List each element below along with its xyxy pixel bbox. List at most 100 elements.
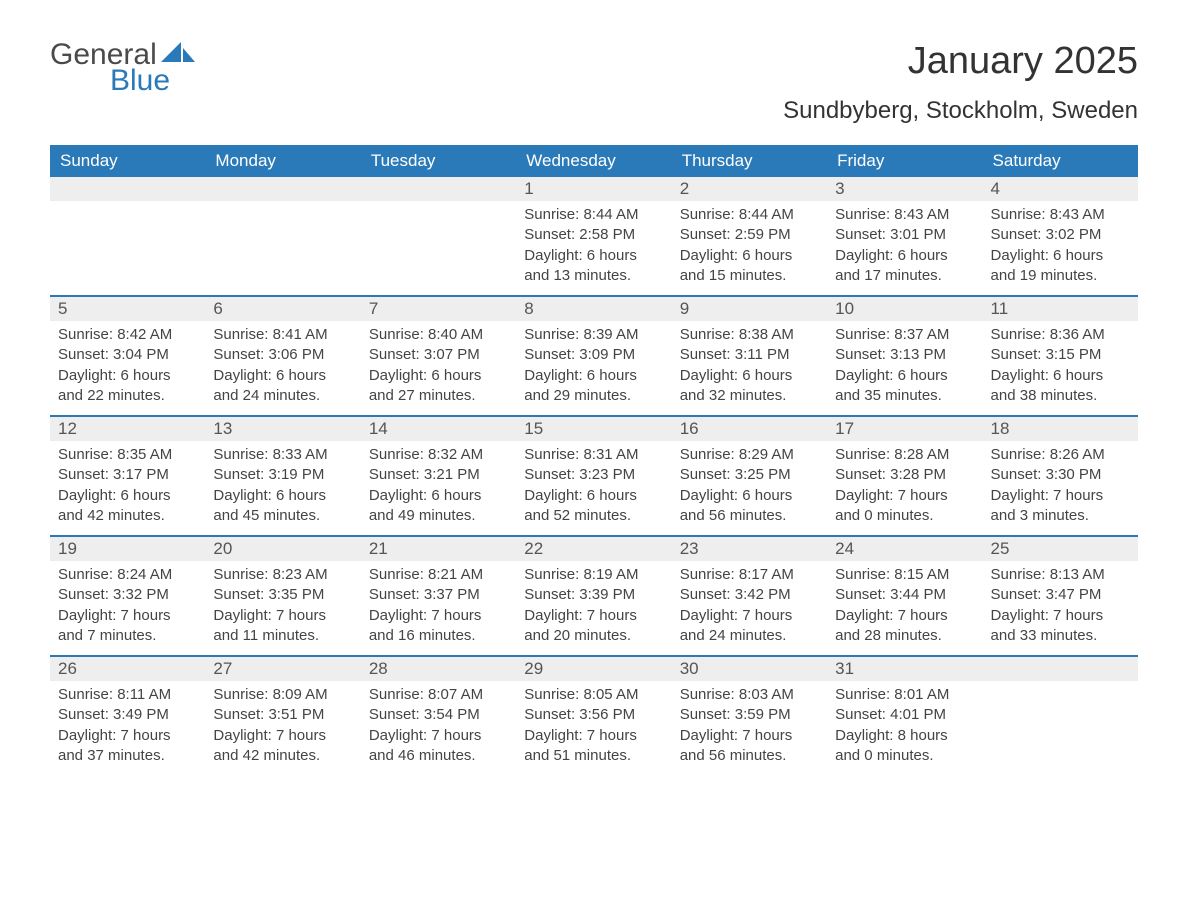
week-row: 5Sunrise: 8:42 AMSunset: 3:04 PMDaylight… — [50, 295, 1138, 415]
day-number: 20 — [205, 537, 360, 561]
day-dl2: and 22 minutes. — [58, 386, 197, 406]
day-dl2: and 37 minutes. — [58, 746, 197, 766]
day-dl2: and 42 minutes. — [58, 506, 197, 526]
day-sunset: Sunset: 3:01 PM — [835, 225, 974, 245]
day-sunrise: Sunrise: 8:29 AM — [680, 445, 819, 465]
day-sunset: Sunset: 3:44 PM — [835, 585, 974, 605]
day-sunset: Sunset: 3:35 PM — [213, 585, 352, 605]
day-dl1: Daylight: 6 hours — [524, 486, 663, 506]
day-details: Sunrise: 8:26 AMSunset: 3:30 PMDaylight:… — [983, 441, 1138, 534]
day-sunrise: Sunrise: 8:05 AM — [524, 685, 663, 705]
day-sunrise: Sunrise: 8:33 AM — [213, 445, 352, 465]
day-sunrise: Sunrise: 8:41 AM — [213, 325, 352, 345]
day-details: Sunrise: 8:43 AMSunset: 3:02 PMDaylight:… — [983, 201, 1138, 294]
day-sunrise: Sunrise: 8:39 AM — [524, 325, 663, 345]
day-details: Sunrise: 8:28 AMSunset: 3:28 PMDaylight:… — [827, 441, 982, 534]
day-sunset: Sunset: 3:54 PM — [369, 705, 508, 725]
logo: General Blue — [50, 40, 197, 96]
day-details: Sunrise: 8:23 AMSunset: 3:35 PMDaylight:… — [205, 561, 360, 654]
day-dl1: Daylight: 7 hours — [369, 606, 508, 626]
day-header-wednesday: Wednesday — [516, 145, 671, 177]
calendar-cell: 2Sunrise: 8:44 AMSunset: 2:59 PMDaylight… — [672, 177, 827, 295]
day-sunrise: Sunrise: 8:24 AM — [58, 565, 197, 585]
day-sunset: Sunset: 3:23 PM — [524, 465, 663, 485]
day-header-monday: Monday — [205, 145, 360, 177]
day-number: 15 — [516, 417, 671, 441]
day-sunset: Sunset: 3:32 PM — [58, 585, 197, 605]
day-dl2: and 19 minutes. — [991, 266, 1130, 286]
day-number: 13 — [205, 417, 360, 441]
calendar-cell: 10Sunrise: 8:37 AMSunset: 3:13 PMDayligh… — [827, 297, 982, 415]
day-sunset: Sunset: 3:17 PM — [58, 465, 197, 485]
day-header-friday: Friday — [827, 145, 982, 177]
day-number: 26 — [50, 657, 205, 681]
week-row: 1Sunrise: 8:44 AMSunset: 2:58 PMDaylight… — [50, 177, 1138, 295]
day-number: 10 — [827, 297, 982, 321]
day-dl1: Daylight: 6 hours — [991, 366, 1130, 386]
day-number: 5 — [50, 297, 205, 321]
calendar-cell — [361, 177, 516, 295]
calendar-cell: 20Sunrise: 8:23 AMSunset: 3:35 PMDayligh… — [205, 537, 360, 655]
day-number: 22 — [516, 537, 671, 561]
day-dl1: Daylight: 6 hours — [835, 246, 974, 266]
calendar-cell — [983, 657, 1138, 775]
day-dl1: Daylight: 7 hours — [524, 726, 663, 746]
day-number: 30 — [672, 657, 827, 681]
day-sunrise: Sunrise: 8:31 AM — [524, 445, 663, 465]
calendar-weeks: 1Sunrise: 8:44 AMSunset: 2:58 PMDaylight… — [50, 177, 1138, 775]
day-details: Sunrise: 8:36 AMSunset: 3:15 PMDaylight:… — [983, 321, 1138, 414]
calendar-cell: 7Sunrise: 8:40 AMSunset: 3:07 PMDaylight… — [361, 297, 516, 415]
calendar-cell: 16Sunrise: 8:29 AMSunset: 3:25 PMDayligh… — [672, 417, 827, 535]
day-dl2: and 52 minutes. — [524, 506, 663, 526]
day-number — [205, 177, 360, 201]
day-dl1: Daylight: 6 hours — [213, 366, 352, 386]
day-sunset: Sunset: 3:30 PM — [991, 465, 1130, 485]
day-number: 3 — [827, 177, 982, 201]
day-details: Sunrise: 8:05 AMSunset: 3:56 PMDaylight:… — [516, 681, 671, 774]
calendar-cell: 1Sunrise: 8:44 AMSunset: 2:58 PMDaylight… — [516, 177, 671, 295]
calendar-cell: 12Sunrise: 8:35 AMSunset: 3:17 PMDayligh… — [50, 417, 205, 535]
day-dl1: Daylight: 6 hours — [369, 486, 508, 506]
day-sunset: Sunset: 3:56 PM — [524, 705, 663, 725]
calendar-cell: 6Sunrise: 8:41 AMSunset: 3:06 PMDaylight… — [205, 297, 360, 415]
day-dl1: Daylight: 6 hours — [680, 366, 819, 386]
day-sunset: Sunset: 3:15 PM — [991, 345, 1130, 365]
calendar-cell: 29Sunrise: 8:05 AMSunset: 3:56 PMDayligh… — [516, 657, 671, 775]
day-details: Sunrise: 8:29 AMSunset: 3:25 PMDaylight:… — [672, 441, 827, 534]
calendar-cell: 27Sunrise: 8:09 AMSunset: 3:51 PMDayligh… — [205, 657, 360, 775]
day-dl1: Daylight: 7 hours — [991, 606, 1130, 626]
day-details: Sunrise: 8:32 AMSunset: 3:21 PMDaylight:… — [361, 441, 516, 534]
day-dl1: Daylight: 6 hours — [524, 366, 663, 386]
day-dl1: Daylight: 7 hours — [524, 606, 663, 626]
day-details: Sunrise: 8:38 AMSunset: 3:11 PMDaylight:… — [672, 321, 827, 414]
day-details: Sunrise: 8:24 AMSunset: 3:32 PMDaylight:… — [50, 561, 205, 654]
day-sunset: Sunset: 2:59 PM — [680, 225, 819, 245]
calendar-cell: 13Sunrise: 8:33 AMSunset: 3:19 PMDayligh… — [205, 417, 360, 535]
day-sunset: Sunset: 3:37 PM — [369, 585, 508, 605]
day-sunrise: Sunrise: 8:19 AM — [524, 565, 663, 585]
day-details: Sunrise: 8:09 AMSunset: 3:51 PMDaylight:… — [205, 681, 360, 774]
day-sunset: Sunset: 3:04 PM — [58, 345, 197, 365]
day-sunrise: Sunrise: 8:43 AM — [991, 205, 1130, 225]
title-block: January 2025 Sundbyberg, Stockholm, Swed… — [783, 40, 1138, 125]
calendar-cell: 14Sunrise: 8:32 AMSunset: 3:21 PMDayligh… — [361, 417, 516, 535]
day-dl1: Daylight: 7 hours — [991, 486, 1130, 506]
day-dl1: Daylight: 6 hours — [835, 366, 974, 386]
calendar: Sunday Monday Tuesday Wednesday Thursday… — [50, 145, 1138, 775]
day-number — [361, 177, 516, 201]
day-dl1: Daylight: 6 hours — [524, 246, 663, 266]
day-dl2: and 33 minutes. — [991, 626, 1130, 646]
day-details: Sunrise: 8:11 AMSunset: 3:49 PMDaylight:… — [50, 681, 205, 774]
day-sunrise: Sunrise: 8:26 AM — [991, 445, 1130, 465]
day-dl2: and 0 minutes. — [835, 746, 974, 766]
day-sunset: Sunset: 2:58 PM — [524, 225, 663, 245]
day-sunset: Sunset: 3:06 PM — [213, 345, 352, 365]
day-details: Sunrise: 8:39 AMSunset: 3:09 PMDaylight:… — [516, 321, 671, 414]
day-sunset: Sunset: 3:28 PM — [835, 465, 974, 485]
day-number: 7 — [361, 297, 516, 321]
day-details: Sunrise: 8:44 AMSunset: 2:58 PMDaylight:… — [516, 201, 671, 294]
day-dl2: and 13 minutes. — [524, 266, 663, 286]
day-dl1: Daylight: 6 hours — [369, 366, 508, 386]
day-sunset: Sunset: 3:49 PM — [58, 705, 197, 725]
day-dl2: and 15 minutes. — [680, 266, 819, 286]
